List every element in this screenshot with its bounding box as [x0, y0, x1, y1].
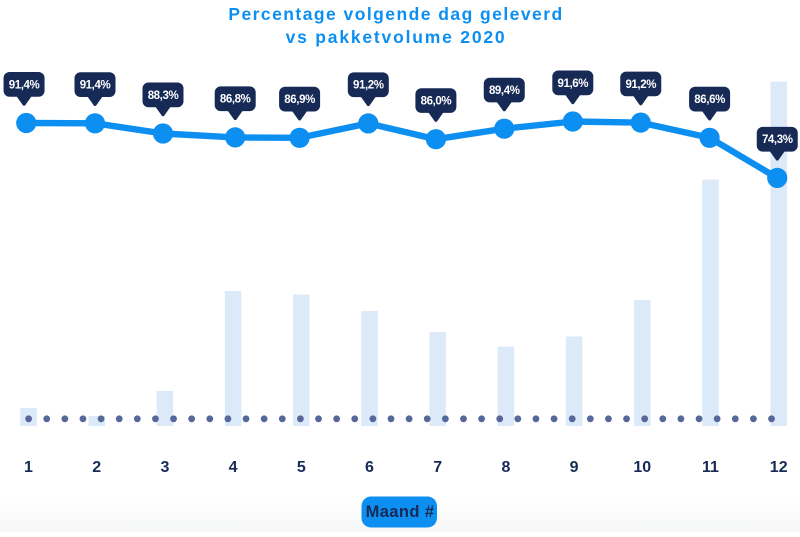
svg-text:91,4%: 91,4% [80, 80, 111, 92]
svg-text:2: 2 [92, 459, 101, 476]
svg-text:91,2%: 91,2% [353, 80, 384, 92]
svg-text:1: 1 [24, 459, 33, 476]
svg-text:86,9%: 86,9% [284, 94, 315, 106]
svg-text:Maand #: Maand # [366, 503, 435, 521]
svg-text:74,3%: 74,3% [762, 134, 793, 146]
svg-text:86,0%: 86,0% [421, 96, 452, 108]
svg-text:91,4%: 91,4% [9, 79, 40, 91]
svg-text:86,6%: 86,6% [694, 94, 725, 106]
svg-text:9: 9 [570, 459, 579, 476]
svg-text:3: 3 [160, 459, 169, 476]
svg-text:86,8%: 86,8% [220, 94, 251, 106]
svg-text:10: 10 [633, 459, 651, 476]
svg-text:6: 6 [365, 459, 374, 476]
svg-text:8: 8 [501, 459, 510, 476]
svg-text:91,6%: 91,6% [557, 78, 588, 90]
svg-text:4: 4 [229, 459, 238, 476]
svg-text:89,4%: 89,4% [489, 85, 520, 97]
svg-text:91,2%: 91,2% [625, 79, 656, 91]
svg-text:vs pakketvolume 2020: vs pakketvolume 2020 [286, 27, 507, 47]
svg-text:5: 5 [297, 459, 306, 476]
svg-text:88,3%: 88,3% [148, 90, 179, 102]
svg-text:11: 11 [702, 459, 719, 476]
svg-text:Percentage volgende dag geleve: Percentage volgende dag geleverd [228, 4, 563, 24]
svg-text:7: 7 [433, 459, 442, 476]
svg-text:12: 12 [770, 459, 788, 476]
